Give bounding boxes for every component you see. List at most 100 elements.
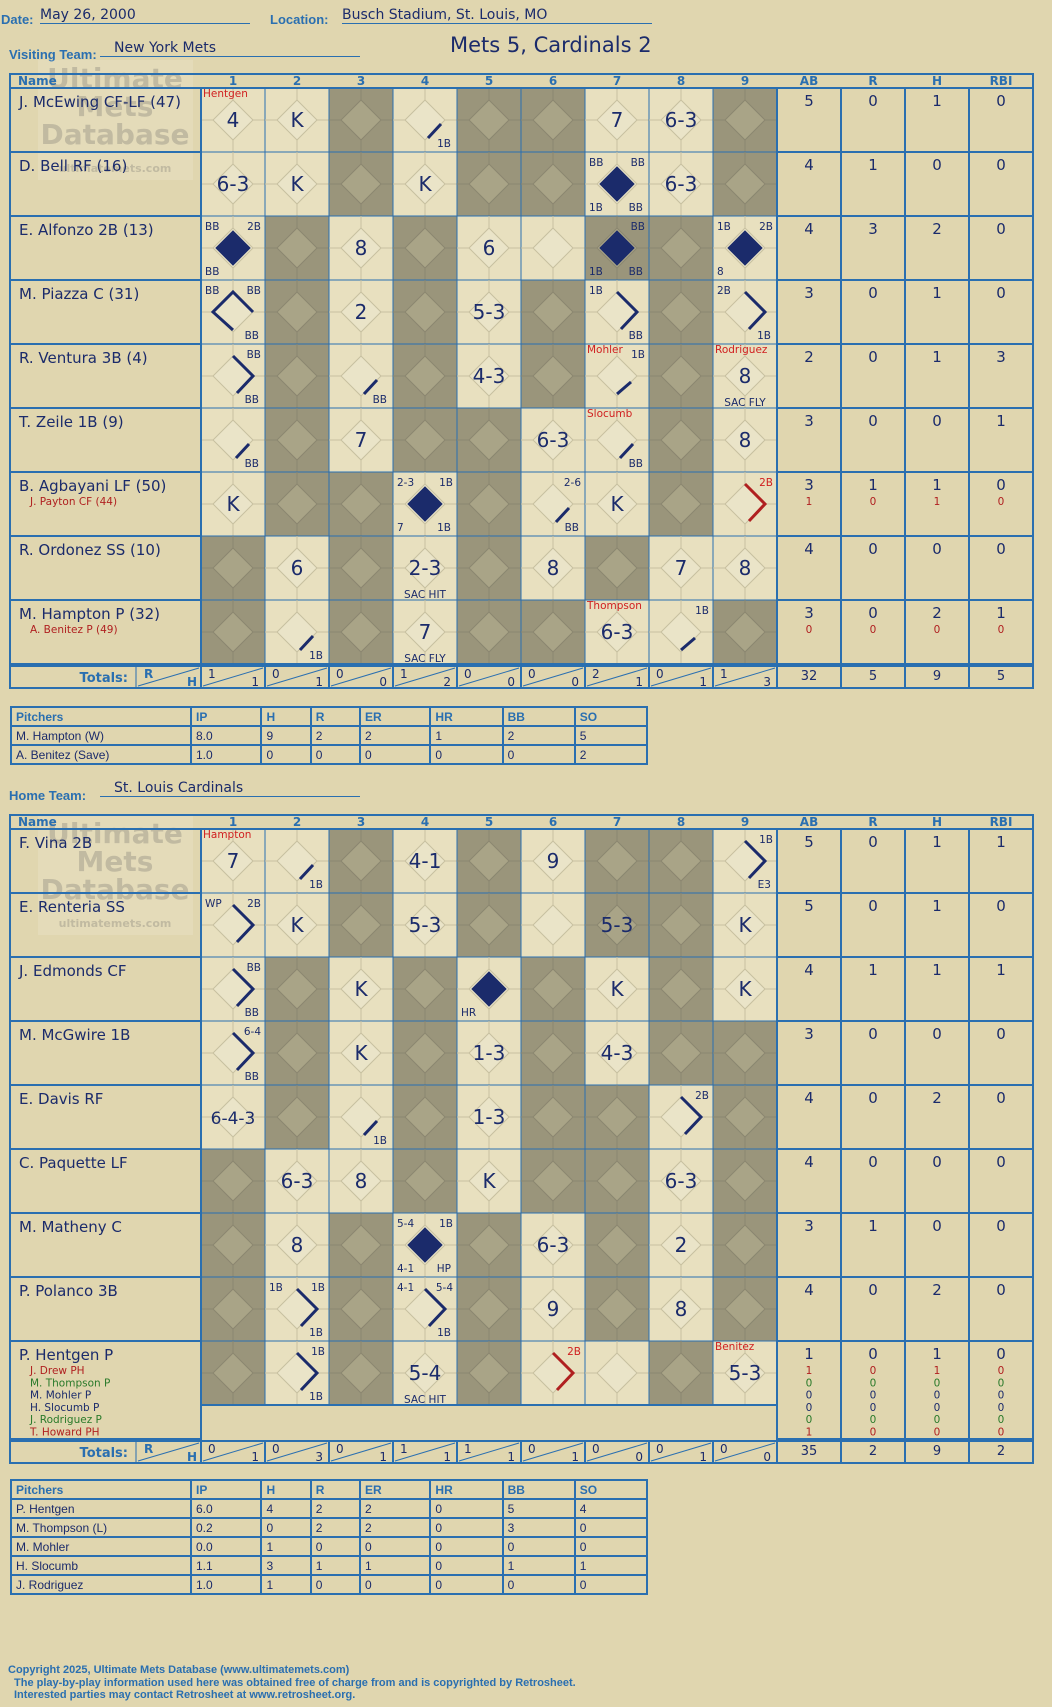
total-slash: [586, 1442, 648, 1462]
sub-stat-value: 1: [806, 1427, 813, 1439]
inning-cell: [392, 279, 458, 345]
col-inning-7: 7: [613, 815, 621, 829]
play-note: 1B: [717, 221, 731, 233]
play-note: 2B: [247, 221, 261, 233]
stat-value: 0: [932, 540, 942, 558]
stat-value: 1: [932, 476, 942, 494]
pitcher-col-header: Pitchers: [10, 706, 192, 727]
inning-cell: [456, 1276, 522, 1342]
inning-cell: [456, 471, 522, 537]
player-name: E. Davis RF: [19, 1090, 103, 1108]
stat-value: 0: [996, 476, 1006, 494]
stat-value: 0: [996, 220, 1006, 238]
inning-cell: [520, 599, 586, 665]
sub-player-name: M. Thompson P: [30, 1377, 110, 1389]
play-result: 6-3: [665, 108, 698, 132]
pitcher-col-header: ER: [358, 706, 432, 727]
inning-cell: [520, 1020, 586, 1086]
player-name: F. Vina 2B: [19, 834, 92, 852]
inning-cell: [328, 599, 394, 665]
pitcher-cell: H. Slocumb: [10, 1555, 192, 1576]
col-h: H: [932, 74, 942, 88]
sub-player-name: M. Mohler P: [30, 1390, 91, 1402]
run-scored-mark: [407, 1227, 443, 1263]
stat-value: 4: [804, 540, 814, 558]
pitcher-row: M. Hampton (W) 8.0 9 2 2 1 2 5: [10, 725, 649, 746]
inning-cell: [648, 279, 714, 345]
pitcher-cell: 4: [573, 1498, 649, 1519]
inning-cell: [264, 407, 330, 473]
pitcher-col-header: H: [260, 706, 312, 727]
stat-value: 4: [804, 220, 814, 238]
total-slash: [394, 1442, 456, 1462]
play-note: BB: [247, 349, 261, 361]
inning-cell: [392, 151, 458, 217]
sub-stat-value: 0: [934, 624, 941, 636]
sub-stat-value: 0: [998, 1414, 1005, 1426]
stat-value: 2: [932, 1281, 942, 1299]
play-result: K: [610, 492, 624, 516]
pitcher-col-header: SO: [573, 1479, 649, 1500]
pitcher-cell: 0: [358, 1536, 432, 1557]
pitcher-row: J. Rodriguez 1.0 1 0 0 0 0 0: [10, 1574, 649, 1595]
play-result: 6: [291, 556, 304, 580]
play-result: 8: [739, 556, 752, 580]
play-note: 1B: [269, 1282, 283, 1294]
pitcher-cell: 8.0: [189, 725, 263, 746]
total-slash: [266, 667, 328, 687]
play-note: BB: [629, 330, 643, 342]
inning-cell: [648, 892, 714, 958]
basepath-mark: [231, 903, 256, 944]
player-name: M. Matheny C: [19, 1218, 122, 1236]
basepath-mark: [743, 482, 768, 523]
inning-hits: 0: [571, 675, 579, 689]
play-note: 2-6: [564, 477, 581, 489]
play-result: 8: [355, 236, 368, 260]
play-note: 1B: [589, 266, 603, 278]
total-slash: [266, 1442, 328, 1462]
inning-cell: [520, 892, 586, 958]
inning-cell: [584, 1212, 650, 1278]
col-inning-1: 1: [229, 74, 237, 88]
col-inning-6: 6: [549, 815, 557, 829]
inning-cell: [648, 1148, 714, 1214]
play-note: 1B: [437, 522, 451, 534]
inning-cell: [328, 892, 394, 958]
inning-cell: [328, 407, 394, 473]
watermark-text: Ultimate: [47, 62, 183, 95]
inning-cell: [648, 1340, 714, 1406]
inning-runs: 1: [720, 667, 728, 681]
pitcher-cell: 0: [501, 1574, 576, 1595]
inning-cell: [584, 1020, 650, 1086]
play-note: SAC HIT: [404, 589, 447, 601]
pitcher-cell: J. Rodriguez: [10, 1574, 192, 1595]
inning-cell: [456, 215, 522, 281]
inning-cell: [584, 956, 650, 1022]
play-note: BB: [205, 266, 219, 278]
inning-hits: 1: [571, 1450, 579, 1464]
play-result: 7: [611, 108, 624, 132]
inning-cell: [264, 471, 330, 537]
stat-value: 1: [996, 604, 1006, 622]
player-name: R. Ventura 3B (4): [19, 349, 148, 367]
inning-runs: 0: [272, 1442, 280, 1456]
inning-runs: 1: [208, 667, 216, 681]
pitcher-row: H. Slocumb 1.1 3 1 1 0 1 1: [10, 1555, 649, 1576]
pitcher-cell: 1: [501, 1555, 576, 1576]
sub-stat-value: 0: [934, 1390, 941, 1402]
inning-cell: [584, 87, 650, 153]
col-inning-5: 5: [485, 74, 493, 88]
stat-value: 5: [804, 92, 814, 110]
stat-value: 3: [804, 604, 814, 622]
play-note: 2B: [759, 221, 773, 233]
player-name: T. Zeile 1B (9): [18, 413, 124, 431]
play-result: K: [738, 977, 752, 1001]
basepath-mark: [551, 1351, 576, 1392]
inning-cell: [712, 87, 778, 153]
stat-value: 0: [996, 1281, 1006, 1299]
rh-r-label: R: [144, 1442, 153, 1456]
run-scored-mark: [215, 230, 251, 266]
inning-runs: 1: [464, 1442, 472, 1456]
stat-total-cell: [968, 665, 1034, 689]
